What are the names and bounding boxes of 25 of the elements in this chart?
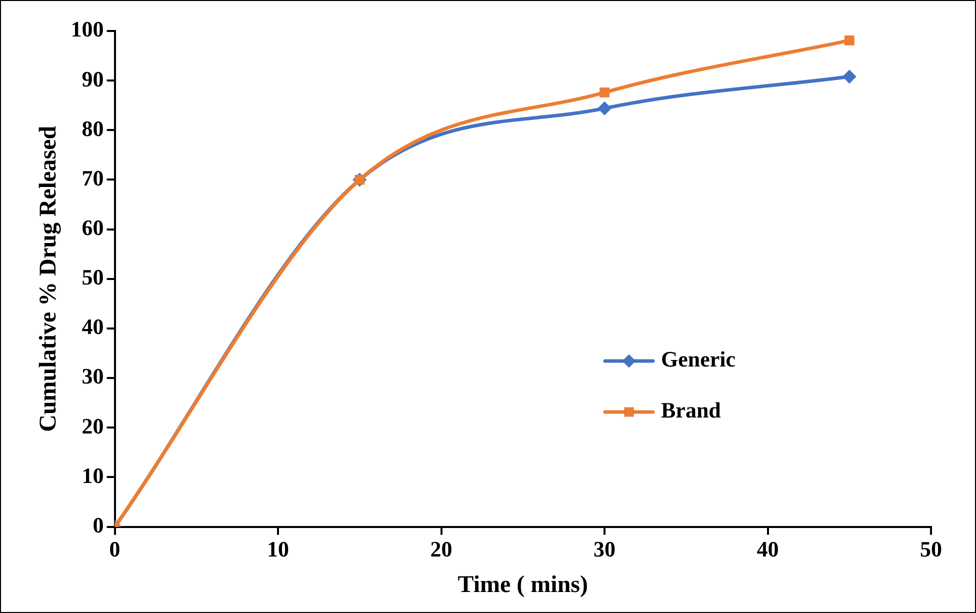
y-tick-label: 10 xyxy=(82,462,104,488)
y-tick-label: 40 xyxy=(82,314,104,340)
y-tick-label: 100 xyxy=(70,16,104,42)
y-tick-label: 50 xyxy=(82,264,104,290)
x-tick-label: 40 xyxy=(756,536,779,562)
legend-label: Brand xyxy=(661,398,721,423)
y-tick-label: 0 xyxy=(92,512,104,538)
y-tick-label: 30 xyxy=(82,364,104,389)
point xyxy=(842,70,856,84)
point xyxy=(598,101,612,116)
x-tick-label: 30 xyxy=(594,536,616,562)
y-tick-label: 60 xyxy=(82,215,104,240)
x-tick-label: 10 xyxy=(267,536,290,562)
x-tick-label: 50 xyxy=(920,536,942,562)
point xyxy=(600,88,610,98)
y-tick-label: 90 xyxy=(82,66,104,92)
x-tick-label: 0 xyxy=(109,536,120,562)
y-tick-label: 20 xyxy=(82,413,104,438)
x-axis-title: Time ( mins) xyxy=(458,572,588,598)
legend-label: Generic xyxy=(661,346,736,372)
x-tick-label: 20 xyxy=(430,536,452,562)
y-tick-label: 70 xyxy=(82,165,104,190)
y-tick-label: 80 xyxy=(82,116,104,141)
point xyxy=(844,35,854,46)
y-axis-title: Cumulative % Drug Released xyxy=(36,125,62,432)
